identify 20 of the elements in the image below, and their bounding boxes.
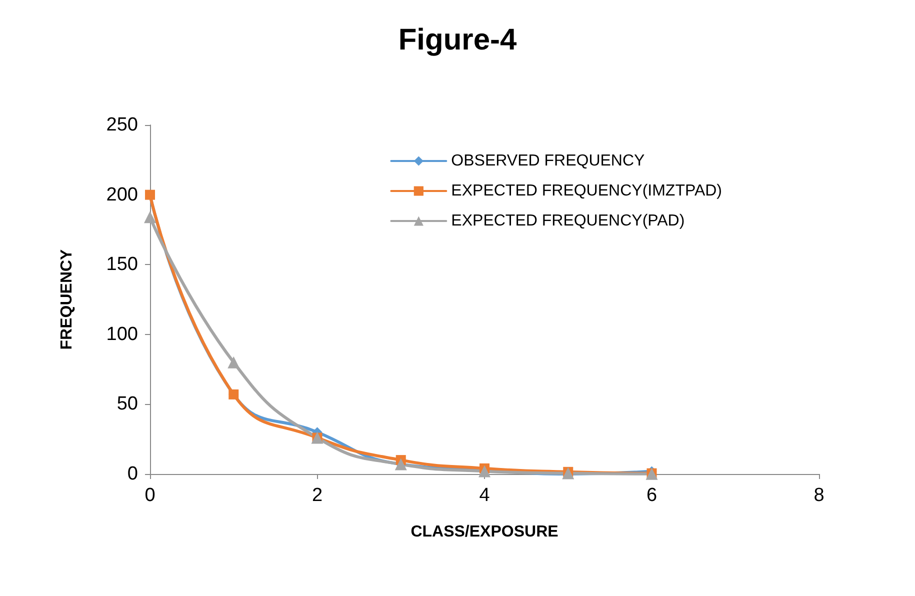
point [228, 356, 240, 368]
point [478, 465, 490, 478]
x-tick-label: 2 [312, 485, 323, 506]
y-tick-label: 50 [116, 394, 138, 415]
y-tick-label: 0 [127, 464, 138, 484]
y-tick-label: 200 [106, 184, 138, 206]
x-axis-title: CLASS/EXPOSURE [410, 524, 559, 540]
legend-label: EXPECTED FREQUENCY(PAD) [451, 212, 685, 230]
x-tick-label: 6 [646, 485, 658, 506]
y-tick-label: 250 [106, 114, 138, 136]
legend-label: OBSERVED FREQUENCY [451, 152, 646, 170]
x-tick-label: 4 [479, 485, 490, 506]
y-axis-title: FREQUENCY [58, 248, 76, 350]
x-tick-label: 0 [144, 485, 156, 506]
chart-title: Figure-4 [398, 24, 517, 56]
x-tick-label: 8 [814, 485, 824, 506]
y-tick-label: 100 [106, 324, 138, 345]
point [144, 211, 156, 224]
legend-label: EXPECTED FREQUENCY(IMZTPAD) [451, 182, 722, 200]
y-tick-label: 150 [106, 254, 138, 276]
